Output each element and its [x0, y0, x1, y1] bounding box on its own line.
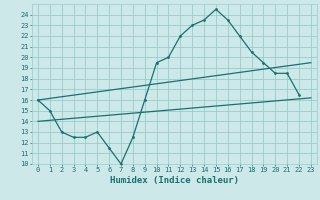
- X-axis label: Humidex (Indice chaleur): Humidex (Indice chaleur): [110, 176, 239, 185]
